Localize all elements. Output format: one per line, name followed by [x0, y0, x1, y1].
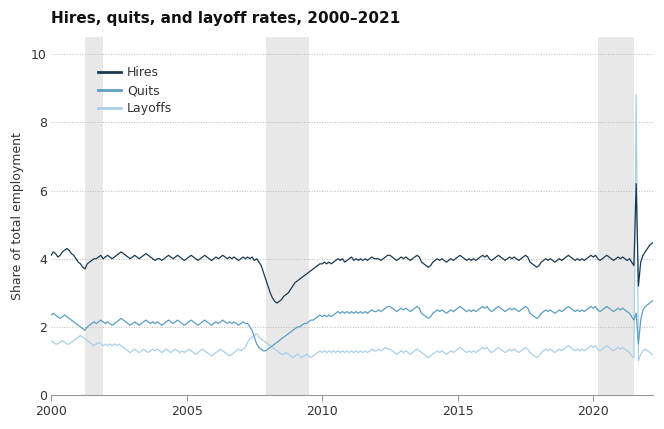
Y-axis label: Share of total employment: Share of total employment [11, 132, 24, 300]
Text: Hires, quits, and layoff rates, 2000–2021: Hires, quits, and layoff rates, 2000–202… [51, 11, 400, 26]
Bar [598, 37, 634, 395]
Legend: Hires, Quits, Layoffs: Hires, Quits, Layoffs [94, 61, 177, 120]
Bar [266, 37, 309, 395]
Bar [85, 37, 103, 395]
